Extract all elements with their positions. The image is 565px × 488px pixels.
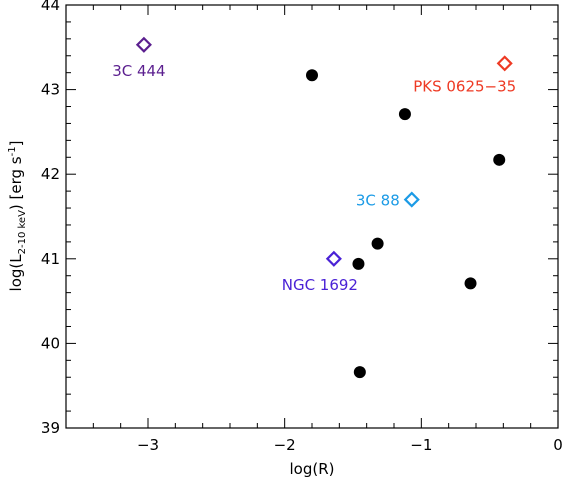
point-label: 3C 88	[356, 192, 400, 210]
diamond-marker	[325, 250, 342, 267]
point-annotations: 3C 444 PKS 0625−35 3C 88 NGC 1692	[112, 62, 516, 294]
diamond-marker	[135, 36, 152, 53]
x-tick-label: −2	[274, 436, 296, 454]
data-point	[353, 366, 366, 379]
point-label: NGC 1692	[282, 276, 358, 294]
x-axis-label: log(R)	[290, 460, 335, 478]
y-tick-label: 41	[41, 250, 60, 268]
y-tick-label: 42	[41, 165, 60, 183]
x-tick-label: −1	[410, 436, 432, 454]
diamond-marker	[496, 55, 513, 72]
y-axis-label-suffix: ) [erg s	[7, 156, 25, 210]
data-point	[493, 153, 506, 166]
diamond-marker	[403, 191, 420, 208]
y-tick-label: 43	[41, 81, 60, 99]
point-label: PKS 0625−35	[413, 77, 516, 95]
y-axis-label-superscript: -1	[7, 146, 18, 156]
data-point	[352, 257, 365, 270]
y-axis-label: log(L2-10 keV) [erg s-1]	[7, 141, 28, 292]
tick-labels: −3 −2 −1 0 39 40 41 42 43 44	[41, 0, 563, 454]
y-tick-label: 44	[41, 0, 60, 14]
point-label: 3C 444	[112, 62, 165, 80]
y-axis-label-subscript: 2-10 keV	[17, 210, 28, 254]
x-tick-label: 0	[553, 436, 563, 454]
axis-ticks	[65, 4, 559, 429]
y-tick-label: 39	[41, 419, 60, 437]
y-axis-label-prefix: log(L	[7, 254, 25, 292]
data-point	[398, 108, 411, 121]
data-point	[464, 277, 477, 290]
x-tick-label: −3	[137, 436, 159, 454]
data-point	[306, 69, 318, 82]
y-tick-label: 40	[41, 334, 60, 352]
y-axis-label-close: ]	[7, 141, 25, 147]
data-point	[371, 237, 384, 250]
data-points	[135, 36, 513, 379]
